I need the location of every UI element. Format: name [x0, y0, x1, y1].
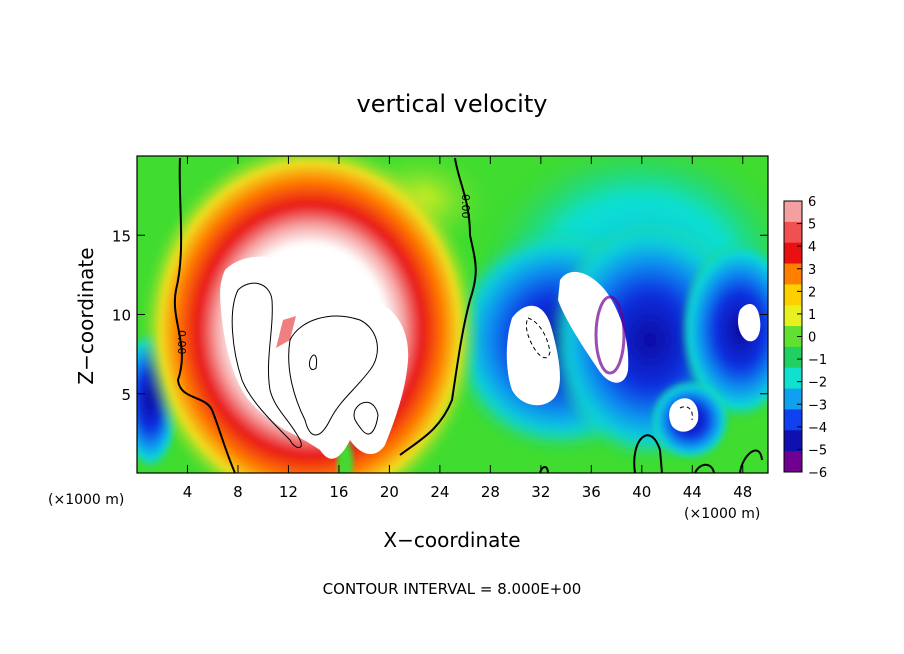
downdraft-core	[738, 304, 761, 342]
contour-interval-note: CONTOUR INTERVAL = 8.000E+00	[323, 580, 582, 598]
downdraft-core	[558, 271, 629, 383]
colorbar-tick-label: 1	[808, 308, 816, 323]
colorbar-swatch	[784, 221, 802, 244]
contour-label: 0.00	[459, 194, 472, 219]
colorbar-swatch	[784, 367, 802, 390]
colorbar-tick-label: 4	[808, 240, 816, 255]
x-tick-label: 16	[329, 483, 348, 501]
colorbar-swatch	[784, 263, 802, 285]
downdraft-core	[669, 398, 699, 432]
colorbar-swatch	[784, 451, 802, 473]
x-unit-left: (×1000 m)	[48, 492, 124, 508]
x-tick-label: 44	[683, 483, 702, 501]
x-tick-label: 28	[481, 483, 500, 501]
colorbar-swatch	[784, 346, 802, 369]
downdraft-core	[506, 305, 560, 406]
colorbar-swatch	[784, 430, 802, 452]
x-tick-label: 8	[233, 483, 243, 501]
colorbar-swatch	[784, 388, 802, 410]
x-axis-ticks: 4 8 12 16 20 24 28 32 36 40 44 48	[183, 156, 752, 501]
colorbar-swatch	[784, 326, 802, 348]
contour-lines-inner	[231, 282, 693, 448]
colorbar-tick-label: −5	[808, 443, 827, 458]
contour-lines	[173, 157, 763, 473]
x-tick-label: 12	[279, 483, 298, 501]
colorbar-tick-label: 3	[808, 263, 816, 278]
heatmap-field	[137, 156, 768, 473]
colorbar-swatch	[784, 242, 802, 265]
colorbar-tick-label: 2	[808, 285, 816, 300]
colorbar-tick-label: −1	[808, 353, 827, 368]
y-axis-ticks: 5 10 15	[112, 227, 768, 404]
colorbar-tick-label: −2	[808, 376, 827, 391]
colorbar-tick-label: 6	[808, 195, 816, 210]
x-axis-label: X−coordinate	[383, 528, 520, 552]
x-tick-label: 20	[380, 483, 399, 501]
x-tick-label: 40	[632, 483, 651, 501]
x-tick-label: 48	[733, 483, 752, 501]
x-tick-label: 32	[531, 483, 550, 501]
y-tick-label: 10	[112, 307, 131, 325]
x-unit-right: (×1000 m)	[684, 506, 760, 522]
colorbar-tick-label: −4	[808, 421, 827, 436]
x-tick-label: 24	[430, 483, 449, 501]
y-tick-label: 5	[121, 386, 131, 404]
y-tick-label: 15	[112, 227, 131, 245]
x-tick-label: 36	[582, 483, 601, 501]
colorbar-tick-label: 0	[808, 331, 816, 346]
colorbar-tick-label: 5	[808, 218, 816, 233]
y-axis-label: Z−coordinate	[74, 247, 98, 384]
colorbar-tick-label: −3	[808, 398, 827, 413]
colorbar-swatch	[784, 201, 802, 223]
contour-label: 0.00	[175, 330, 188, 355]
chart-title: vertical velocity	[357, 90, 548, 118]
colorbar-swatch	[784, 409, 802, 431]
colorbar-swatch	[784, 305, 802, 327]
x-tick-label: 4	[183, 483, 193, 501]
updraft-core	[220, 256, 409, 459]
colorbar: 6 5 4 3 2 1 0 −1 −2 −3 −4 −5 −6	[783, 195, 827, 481]
colorbar-tick-label: −6	[808, 466, 827, 481]
colorbar-swatch	[784, 284, 802, 306]
